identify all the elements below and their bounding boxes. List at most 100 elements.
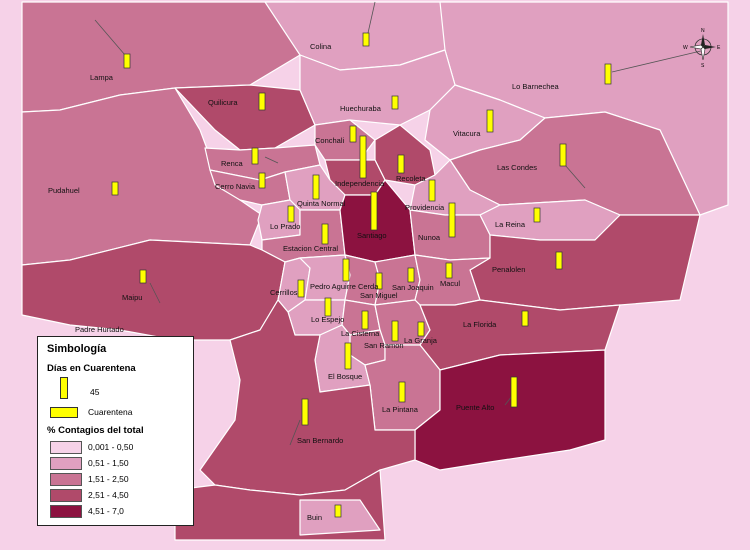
- bar-independencia: [359, 135, 367, 179]
- comuna-buin-south: [299, 499, 381, 536]
- bar-cerrillos: [297, 279, 305, 298]
- label-lo-barnechea: Lo Barnechea: [512, 82, 560, 91]
- leader-lines: [94, 1, 706, 446]
- bar-quinta-normal: [312, 174, 320, 200]
- bar-san-miguel: [375, 272, 383, 290]
- label-padre-hurtado: Padre Hurtado: [75, 325, 124, 334]
- quarantine-bars: [111, 32, 612, 518]
- compass-s: S: [701, 63, 705, 69]
- comuna-san-bernardo: [199, 299, 416, 496]
- bar-san-ramon: [391, 320, 399, 342]
- map-legend: Simbología Días en Cuarentena 45 Cuarent…: [37, 336, 194, 526]
- label-el-bosque: El Bosque: [328, 372, 362, 381]
- compass-w: W: [683, 45, 688, 51]
- bar-san-bernardo: [301, 398, 309, 426]
- label-maipu: Maipu: [122, 293, 142, 302]
- bar-nunoa: [448, 202, 456, 238]
- label-la-florida: La Florida: [463, 320, 497, 329]
- label-cerrillos: Cerrillos: [270, 288, 298, 297]
- label-la-pintana: La Pintana: [382, 405, 419, 414]
- legend-days-title: Días en Cuarentena: [47, 363, 136, 374]
- bar-colina: [362, 32, 370, 47]
- bar-macul: [445, 262, 453, 279]
- label-renca: Renca: [221, 159, 244, 168]
- label-nunoa: Nunoa: [418, 233, 441, 242]
- label-las-condes: Las Condes: [497, 163, 537, 172]
- legend-class-swatch-1: [50, 441, 82, 454]
- bar-huechuraba: [391, 95, 399, 110]
- legend-class-label-3: 1,51 - 2,50: [88, 474, 129, 484]
- label-independencia: Independencia: [335, 179, 385, 188]
- bar-la-florida: [521, 310, 529, 327]
- label-penalolen: Penalolen: [492, 265, 525, 274]
- comuna-labels: Colina Lampa Lo Barnechea Quilicura Huec…: [48, 42, 560, 522]
- label-vitacura: Vitacura: [453, 129, 481, 138]
- bar-san-joaquin: [407, 267, 415, 283]
- bar-puente-alto: [510, 376, 518, 408]
- bar-pedro-aguirre-cerda: [342, 258, 350, 282]
- label-estacion-central: Estacion Central: [283, 244, 338, 253]
- bar-conchali: [349, 125, 357, 143]
- legend-quarantine-label: Cuarentena: [88, 407, 133, 417]
- bar-la-cisterna: [361, 310, 369, 330]
- legend-class-label-5: 4,51 - 7,0: [88, 506, 124, 516]
- legend-title: Simbología: [47, 343, 107, 355]
- label-buin: Buin: [307, 513, 322, 522]
- legend-contagion-title: % Contagios del total: [47, 425, 144, 436]
- legend-class-label-1: 0,001 - 0,50: [88, 442, 134, 452]
- bar-renca: [251, 147, 259, 165]
- legend-days-value: 45: [90, 387, 100, 397]
- label-colina: Colina: [310, 42, 332, 51]
- bar-lampa: [123, 53, 131, 69]
- bar-providencia: [428, 179, 436, 202]
- label-la-cisterna: La Cisterna: [341, 329, 380, 338]
- bar-lo-prado: [287, 205, 295, 223]
- legend-class-swatch-3: [50, 473, 82, 486]
- bar-el-bosque: [344, 342, 352, 370]
- bar-santiago: [370, 191, 378, 231]
- label-quilicura: Quilicura: [208, 98, 238, 107]
- compass-n: N: [701, 28, 705, 34]
- label-pudahuel: Pudahuel: [48, 186, 80, 195]
- comuna-puente-alto: [414, 349, 606, 471]
- bar-recoleta: [397, 154, 405, 174]
- label-recoleta: Recoleta: [396, 174, 426, 183]
- bar-buin: [334, 504, 342, 518]
- bar-quilicura: [258, 92, 266, 111]
- bar-las-condes: [559, 143, 567, 167]
- compass-e: E: [717, 45, 721, 51]
- label-san-bernardo: San Bernardo: [297, 436, 343, 445]
- bar-la-pintana: [398, 381, 406, 403]
- label-pedro-aguirre-cerda: Pedro Aguirre Cerda: [310, 282, 379, 291]
- bar-penalolen: [555, 251, 563, 270]
- bar-cerro-navia: [258, 172, 266, 189]
- legend-quarantine-swatch: [50, 407, 78, 418]
- label-san-miguel: San Miguel: [360, 291, 398, 300]
- label-conchali: Conchali: [315, 136, 345, 145]
- label-la-reina: La Reina: [495, 220, 526, 229]
- label-la-granja: La Granja: [404, 336, 438, 345]
- legend-class-label-4: 2,51 - 4,50: [88, 490, 129, 500]
- label-lo-prado: Lo Prado: [270, 222, 300, 231]
- label-san-joaquin: San Joaquin: [392, 283, 434, 292]
- label-san-ramon: San Ramon: [364, 341, 404, 350]
- bar-lo-espejo: [324, 297, 332, 317]
- label-lampa: Lampa: [90, 73, 114, 82]
- bar-estacion-central: [321, 223, 329, 245]
- legend-class-label-2: 0,51 - 1,50: [88, 458, 129, 468]
- comuna-quilicura: [174, 84, 316, 151]
- label-providencia: Providencia: [405, 203, 445, 212]
- label-cerro-navia: Cerro Navia: [215, 182, 256, 191]
- label-puente-alto: Puente Alto: [456, 403, 494, 412]
- bar-pudahuel: [111, 181, 119, 196]
- compass-rose: N S E W: [683, 28, 721, 69]
- bar-la-reina: [533, 207, 541, 223]
- bar-vitacura: [486, 109, 494, 133]
- label-quinta-normal: Quinta Normal: [297, 199, 346, 208]
- legend-days-bar-symbol: [60, 377, 68, 399]
- bar-lo-barnechea: [604, 63, 612, 85]
- legend-class-swatch-4: [50, 489, 82, 502]
- bar-maipu: [139, 269, 147, 284]
- label-santiago: Santiago: [357, 231, 387, 240]
